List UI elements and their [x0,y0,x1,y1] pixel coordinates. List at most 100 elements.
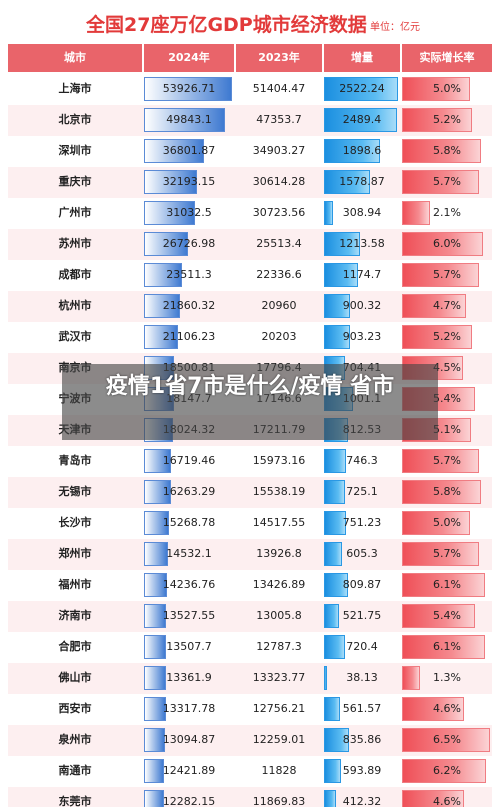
growth-rate-value: 5.8% [433,485,461,498]
gdp-2023-value: 11828 [261,764,297,777]
increase-bar [324,542,342,566]
gdp-2024-bar [144,139,204,163]
gdp-2024-bar [144,449,171,473]
gdp-2024-bar [144,77,232,101]
increase-bar [324,232,360,256]
city-name: 西安市 [58,702,92,715]
gdp-2023-value: 12756.21 [252,702,306,715]
growth-rate-value: 4.6% [433,702,461,715]
increase-value: 720.4 [346,640,378,653]
growth-rate-value: 5.7% [433,547,461,560]
growth-rate-bar [402,201,430,225]
increase-value: 2522.24 [339,82,385,95]
growth-rate-bar [402,759,486,783]
gdp-2024-bar [144,294,180,318]
gdp-2024-value: 26726.98 [162,237,216,250]
increase-value: 1213.58 [339,237,385,250]
city-name: 长沙市 [58,516,92,529]
gdp-2024-bar [144,108,225,132]
table-row: 青岛市 16719.46 15973.16 746.3 5.7% [8,446,492,477]
gdp-2023-value: 12787.3 [256,640,302,653]
growth-rate-value: 5.1% [433,423,461,436]
city-name: 青岛市 [58,454,92,467]
increase-value: 835.86 [342,733,382,746]
gdp-2023-value: 15538.19 [252,485,306,498]
growth-rate-bar [402,325,472,349]
increase-bar [324,170,370,194]
city-name: 重庆市 [58,175,92,188]
table-row: 杭州市 21860.32 20960 900.32 4.7% [8,291,492,322]
header-increase: 增量 [324,44,400,72]
growth-rate-bar [402,139,481,163]
gdp-2024-value: 14532.1 [166,547,212,560]
growth-rate-bar [402,697,464,721]
watermark-overlay [62,364,438,440]
increase-value: 725.1 [346,485,378,498]
table-row: 苏州市 26726.98 25513.4 1213.58 6.0% [8,229,492,260]
city-name: 武汉市 [58,330,92,343]
growth-rate-value: 5.2% [433,113,461,126]
increase-value: 2489.4 [342,113,382,126]
increase-bar [324,325,350,349]
table-row: 西安市 13317.78 12756.21 561.57 4.6% [8,694,492,725]
unit-label: 单位：亿元 [370,22,420,33]
gdp-2024-value: 13507.7 [166,640,212,653]
gdp-2024-value: 12421.89 [162,764,216,777]
growth-rate-value: 6.2% [433,764,461,777]
gdp-2023-value: 34903.27 [252,144,306,157]
gdp-2024-bar [144,542,168,566]
table-row: 福州市 14236.76 13426.89 809.87 6.1% [8,570,492,601]
gdp-2024-value: 14236.76 [162,578,216,591]
gdp-2023-value: 14517.55 [252,516,306,529]
city-name: 佛山市 [58,671,92,684]
gdp-2024-value: 21106.23 [162,330,216,343]
growth-rate-value: 5.7% [433,454,461,467]
gdp-2023-value: 20960 [261,299,297,312]
growth-rate-value: 5.2% [433,330,461,343]
header-growth-rate: 实际增长率 [402,44,492,72]
increase-bar [324,759,341,783]
increase-value: 561.57 [342,702,382,715]
city-name: 上海市 [58,82,92,95]
increase-value: 308.94 [342,206,382,219]
table-row: 长沙市 15268.78 14517.55 751.23 5.0% [8,508,492,539]
growth-rate-value: 4.6% [433,795,461,807]
increase-bar [324,635,345,659]
gdp-2023-value: 13005.8 [256,609,302,622]
growth-rate-value: 2.1% [433,206,461,219]
growth-rate-value: 4.7% [433,299,461,312]
increase-bar [324,480,345,504]
increase-bar [324,604,339,628]
growth-rate-value: 6.5% [433,733,461,746]
growth-rate-value: 5.0% [433,516,461,529]
increase-bar [324,573,348,597]
increase-value: 1174.7 [342,268,382,281]
increase-value: 38.13 [346,671,378,684]
table-row: 郑州市 14532.1 13926.8 605.3 5.7% [8,539,492,570]
table-row: 南通市 12421.89 11828 593.89 6.2% [8,756,492,787]
gdp-2024-bar [144,232,188,256]
watermark-text: 疫情1省7市是什么/疫情 省市 [105,374,395,399]
increase-bar [324,697,340,721]
city-name: 广州市 [58,206,92,219]
gdp-2024-bar [144,511,169,535]
gdp-2024-value: 16263.29 [162,485,216,498]
increase-bar [324,449,346,473]
increase-bar [324,108,397,132]
growth-rate-bar [402,542,479,566]
gdp-2023-value: 25513.4 [256,237,302,250]
gdp-2024-bar [144,666,166,690]
gdp-2024-bar [144,790,164,807]
gdp-2024-bar [144,635,166,659]
increase-value: 1578.87 [339,175,385,188]
city-name: 济南市 [58,609,92,622]
table-row: 合肥市 13507.7 12787.3 720.4 6.1% [8,632,492,663]
gdp-2024-value: 13094.87 [162,733,216,746]
table-row: 佛山市 13361.9 13323.77 38.13 1.3% [8,663,492,694]
increase-value: 746.3 [346,454,378,467]
growth-rate-bar [402,511,470,535]
increase-value: 521.75 [342,609,382,622]
increase-value: 751.23 [342,516,382,529]
city-name: 杭州市 [58,299,92,312]
